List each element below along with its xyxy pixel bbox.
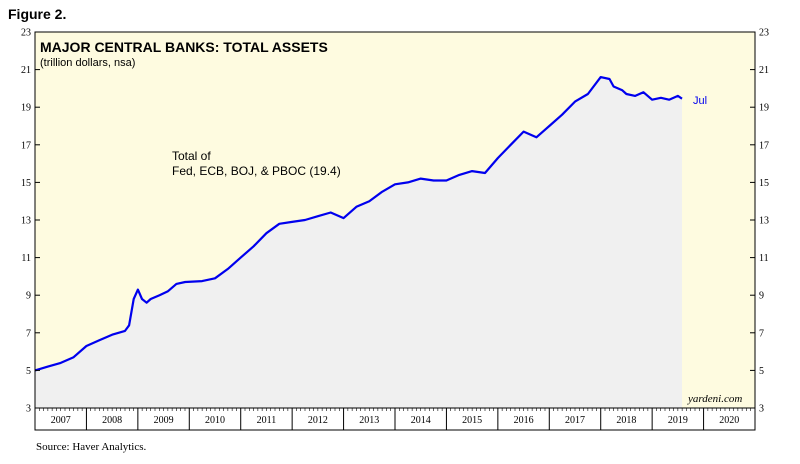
y-tick-label-left: 5 — [26, 366, 31, 377]
x-tick-label: 2017 — [565, 415, 585, 426]
y-tick-label-left: 21 — [21, 65, 31, 76]
series-line — [34, 76, 683, 372]
y-tick-label-left: 13 — [21, 216, 31, 227]
x-tick-label: 2015 — [462, 415, 482, 426]
y-tick-label-right: 13 — [759, 216, 769, 227]
x-tick-label: 2011 — [257, 415, 277, 426]
x-tick-label: 2008 — [102, 415, 122, 426]
y-tick-label-left: 9 — [26, 291, 31, 302]
x-axis: 2007 2008 2009 2010 2011 2012 2013 2014 2015 2016… — [38, 408, 752, 430]
y-tick-label-left: 15 — [21, 178, 31, 189]
y-axis-left: 3 5 7 9 11 13 15 17 19 21 23 — [21, 28, 40, 415]
y-tick-label-right: 9 — [759, 291, 764, 302]
x-tick-label: 2019 — [668, 415, 688, 426]
area-fill — [35, 77, 682, 408]
x-tick-label: 2012 — [308, 415, 328, 426]
x-tick-label: 2018 — [616, 415, 636, 426]
y-tick-label-right: 23 — [759, 28, 769, 39]
y-tick-label-left: 7 — [26, 328, 31, 339]
x-tick-label: 2009 — [154, 415, 174, 426]
y-tick-label-left: 17 — [21, 140, 31, 151]
figure-label: Figure 2. — [8, 6, 67, 22]
y-tick-label-left: 11 — [21, 253, 31, 264]
annotation-line-1: Total of — [172, 149, 211, 163]
end-label: Jul — [693, 95, 707, 107]
x-tick-label: 2010 — [205, 415, 225, 426]
y-tick-label-right: 3 — [759, 404, 764, 415]
x-tick-label: 2007 — [51, 415, 71, 426]
brand-watermark: yardeni.com — [687, 393, 742, 405]
annotation-line-2: Fed, ECB, BOJ, & PBOC (19.4) — [172, 164, 341, 178]
y-tick-label-left: 23 — [21, 28, 31, 39]
y-tick-label-right: 7 — [759, 328, 764, 339]
chart-title: MAJOR CENTRAL BANKS: TOTAL ASSETS — [40, 39, 328, 55]
y-tick-label-right: 21 — [759, 65, 769, 76]
y-axis-right: 3 5 7 9 11 13 15 17 19 21 23 — [750, 28, 769, 415]
y-tick-label-right: 11 — [759, 253, 769, 264]
y-tick-label-right: 17 — [759, 140, 769, 151]
y-tick-label-left: 3 — [26, 404, 31, 415]
source-note: Source: Haver Analytics. — [36, 441, 147, 453]
y-tick-label-right: 15 — [759, 178, 769, 189]
y-tick-label-right: 5 — [759, 366, 764, 377]
x-tick-label: 2014 — [411, 415, 431, 426]
y-tick-label-right: 19 — [759, 103, 769, 114]
x-tick-label: 2020 — [719, 415, 739, 426]
x-tick-label: 2016 — [514, 415, 534, 426]
y-tick-label-left: 19 — [21, 103, 31, 114]
chart-subtitle: (trillion dollars, nsa) — [40, 57, 135, 69]
x-tick-label: 2013 — [359, 415, 379, 426]
